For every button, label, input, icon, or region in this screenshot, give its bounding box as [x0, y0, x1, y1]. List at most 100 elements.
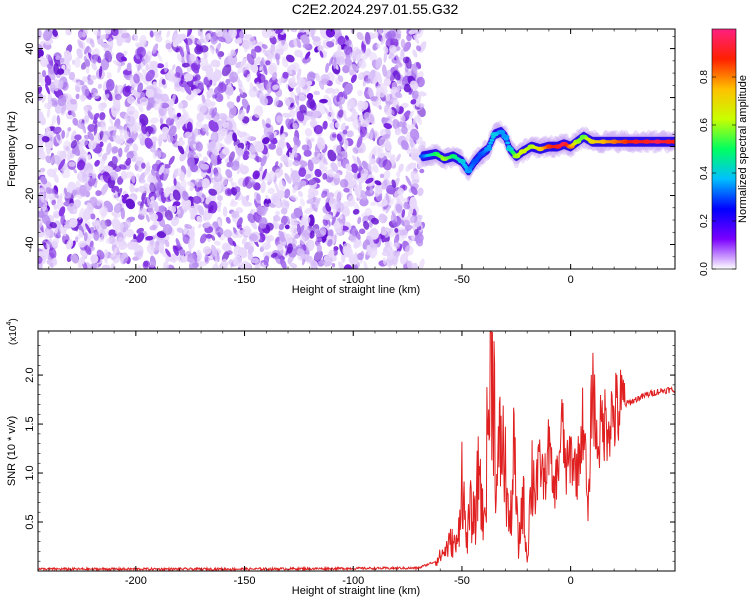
- noise-speckle: [179, 249, 186, 256]
- noise-speckle: [311, 203, 318, 212]
- noise-speckle: [254, 140, 265, 153]
- noise-speckle: [226, 93, 230, 100]
- noise-speckle: [408, 162, 415, 170]
- noise-speckle: [383, 77, 392, 87]
- colorbar-tick-label: 0.6: [699, 118, 710, 132]
- noise-speckle: [410, 186, 418, 196]
- noise-speckle: [352, 117, 361, 131]
- noise-speckle: [152, 43, 159, 54]
- noise-speckle: [271, 193, 281, 206]
- noise-speckle: [313, 250, 323, 262]
- y-tick-label: 2.0: [24, 367, 36, 382]
- noise-speckle: [63, 50, 73, 62]
- noise-speckle: [210, 131, 219, 144]
- noise-speckle: [403, 83, 412, 93]
- noise-speckle: [396, 121, 406, 128]
- noise-speckle: [325, 36, 331, 41]
- noise-speckle: [243, 39, 253, 50]
- noise-speckle-layer: [38, 29, 427, 269]
- noise-speckle: [46, 168, 56, 178]
- noise-speckle: [393, 70, 401, 81]
- noise-speckle: [359, 120, 369, 128]
- noise-speckle: [173, 178, 177, 186]
- noise-speckle: [271, 72, 278, 81]
- noise-speckle: [176, 112, 182, 118]
- noise-speckle: [420, 43, 425, 49]
- noise-speckle: [155, 35, 163, 43]
- noise-speckle: [280, 258, 287, 269]
- noise-speckle: [81, 122, 87, 134]
- y-tick-label: -40: [24, 237, 36, 253]
- noise-speckle: [236, 37, 243, 44]
- noise-speckle: [118, 236, 126, 248]
- noise-speckle: [318, 80, 325, 90]
- x-tick-label: -100: [342, 274, 364, 286]
- noise-speckle: [215, 67, 220, 75]
- noise-speckle: [306, 111, 314, 117]
- noise-speckle: [104, 50, 113, 63]
- noise-speckle: [381, 251, 389, 257]
- noise-speckle: [334, 122, 340, 128]
- spectrogram-y-label: Frequency (Hz): [6, 111, 18, 187]
- noise-speckle: [331, 60, 337, 67]
- noise-speckle: [82, 29, 88, 38]
- noise-speckle: [44, 40, 54, 46]
- noise-speckle: [58, 158, 66, 171]
- noise-speckle: [338, 100, 343, 112]
- noise-speckle: [51, 115, 57, 125]
- noise-speckle: [378, 105, 382, 110]
- noise-speckle: [210, 153, 218, 167]
- noise-speckle: [238, 88, 244, 95]
- noise-speckle: [410, 197, 417, 209]
- noise-speckle: [197, 205, 205, 216]
- noise-speckle: [101, 228, 110, 240]
- x-tick-label: 0: [568, 274, 574, 286]
- noise-speckle: [357, 89, 363, 97]
- noise-speckle: [52, 188, 59, 199]
- noise-speckle: [136, 58, 141, 64]
- noise-speckle: [106, 72, 112, 80]
- noise-speckle: [205, 233, 213, 239]
- noise-speckle: [364, 31, 371, 45]
- noise-speckle: [253, 105, 264, 118]
- noise-speckle: [322, 120, 328, 130]
- noise-speckle: [187, 257, 195, 263]
- snr-y-ticks: 0.5 1.0 1.5 2.0: [24, 345, 675, 562]
- ridge-core: [506, 145, 512, 149]
- noise-speckle: [172, 189, 181, 201]
- scale-exponent: 4: [6, 322, 13, 326]
- noise-speckle: [275, 210, 281, 216]
- x-tick-label: -50: [454, 575, 470, 587]
- noise-speckle: [126, 62, 132, 72]
- noise-speckle: [415, 45, 422, 52]
- noise-speckle: [169, 192, 174, 201]
- noise-speckle: [90, 254, 99, 264]
- noise-speckle: [179, 151, 187, 162]
- noise-speckle: [178, 33, 187, 40]
- noise-speckle: [149, 145, 156, 153]
- noise-speckle: [81, 173, 91, 182]
- noise-speckle: [107, 38, 114, 51]
- noise-speckle: [258, 217, 268, 229]
- noise-speckle: [132, 143, 139, 152]
- noise-speckle: [196, 249, 202, 261]
- noise-speckle: [61, 169, 71, 179]
- noise-speckle: [100, 42, 109, 49]
- ridge-core: [488, 141, 493, 145]
- noise-speckle: [399, 252, 409, 265]
- noise-speckle: [110, 29, 119, 37]
- noise-speckle: [73, 168, 77, 174]
- noise-speckle: [316, 137, 326, 151]
- noise-speckle: [72, 117, 79, 126]
- noise-speckle: [247, 253, 254, 261]
- frequency-ridge: [418, 120, 675, 181]
- noise-speckle: [285, 54, 295, 63]
- noise-speckle: [103, 249, 109, 259]
- noise-speckle: [40, 176, 48, 185]
- noise-speckle: [213, 182, 222, 190]
- x-tick-label: -100: [342, 575, 364, 587]
- ridge-core: [505, 141, 510, 145]
- noise-speckle: [46, 130, 55, 138]
- noise-speckle: [388, 197, 395, 208]
